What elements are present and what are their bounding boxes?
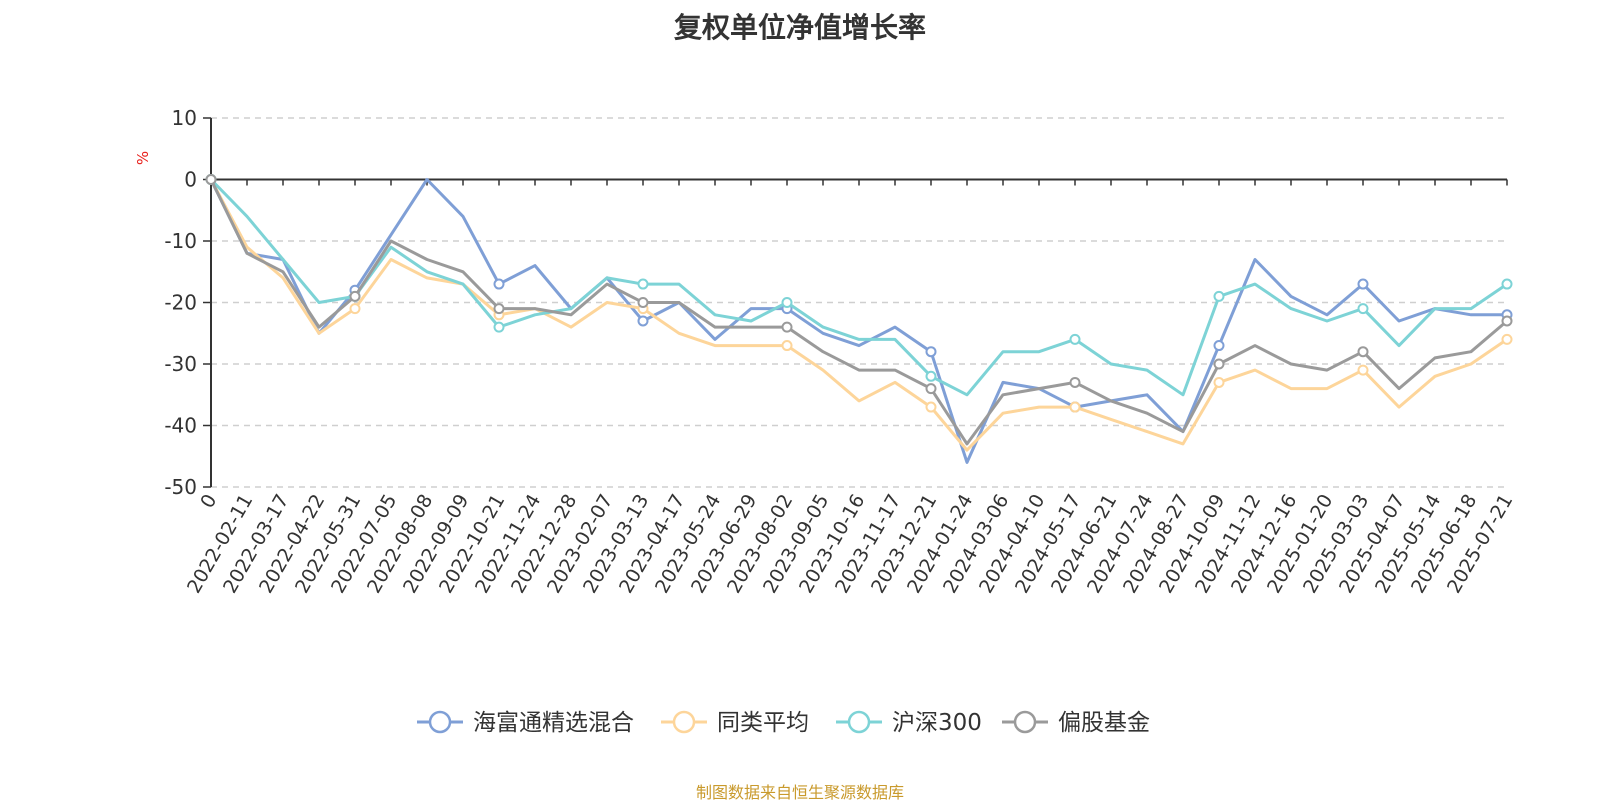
data-point	[637, 315, 649, 327]
legend-swatch-marker	[1013, 710, 1037, 734]
data-point	[493, 278, 505, 290]
legend[interactable]: 海富通精选混合 同类平均 沪深300 偏股基金	[417, 710, 1150, 736]
x-tick-label: 0	[196, 491, 221, 512]
data-point	[925, 383, 937, 395]
data-point	[925, 370, 937, 382]
data-point	[1357, 364, 1369, 376]
data-point	[1501, 315, 1513, 327]
data-point	[1213, 340, 1225, 352]
data-point	[1213, 376, 1225, 388]
y-tick-label: -10	[164, 229, 197, 253]
data-point	[637, 278, 649, 290]
y-tick-label: -40	[164, 414, 197, 438]
data-point	[493, 303, 505, 315]
data-point	[1501, 278, 1513, 290]
series-line	[209, 178, 1508, 446]
legend-item-4[interactable]: 偏股基金	[1002, 710, 1150, 736]
chart-title: 复权单位净值增长率	[673, 11, 926, 44]
series-line	[209, 178, 1508, 397]
legend-swatch-marker	[428, 710, 452, 734]
data-point	[349, 290, 361, 302]
legend-swatch-marker	[847, 710, 871, 734]
data-point	[925, 401, 937, 413]
y-tick-label: -20	[164, 291, 197, 315]
source-note: 制图数据来自恒生聚源数据库	[695, 783, 904, 802]
data-point	[925, 346, 937, 358]
y-axis-unit: %	[134, 151, 152, 165]
series-3	[205, 174, 1513, 397]
series-lines	[205, 174, 1513, 464]
data-point	[1069, 333, 1081, 345]
data-point	[1357, 278, 1369, 290]
grid-lines	[211, 117, 1507, 488]
data-point	[1069, 401, 1081, 413]
data-point	[349, 303, 361, 315]
series-4	[205, 174, 1513, 446]
series-line	[209, 178, 1508, 452]
y-tick-label: 10	[172, 106, 197, 130]
data-point	[781, 297, 793, 308]
legend-label: 沪深300	[892, 710, 982, 736]
data-point	[1501, 333, 1513, 345]
legend-label: 偏股基金	[1058, 710, 1150, 736]
data-point	[1213, 290, 1225, 302]
data-point	[493, 321, 505, 333]
y-tick-label: 0	[184, 168, 197, 192]
data-point	[781, 321, 793, 333]
data-point	[1213, 358, 1225, 370]
data-point	[637, 297, 649, 308]
y-tick-label: -30	[164, 352, 197, 376]
legend-label: 海富通精选混合	[473, 710, 634, 736]
data-point	[1069, 376, 1081, 388]
data-point	[1357, 303, 1369, 315]
data-point	[205, 174, 217, 185]
legend-item-2[interactable]: 同类平均	[661, 710, 809, 736]
legend-swatch-marker	[672, 710, 696, 734]
legend-label: 同类平均	[717, 710, 809, 736]
legend-item-1[interactable]: 海富通精选混合	[417, 710, 634, 736]
legend-item-3[interactable]: 沪深300	[836, 710, 982, 736]
y-tick-label: -50	[164, 475, 197, 499]
data-point	[1357, 346, 1369, 358]
data-point	[781, 340, 793, 352]
series-line	[209, 178, 1507, 464]
